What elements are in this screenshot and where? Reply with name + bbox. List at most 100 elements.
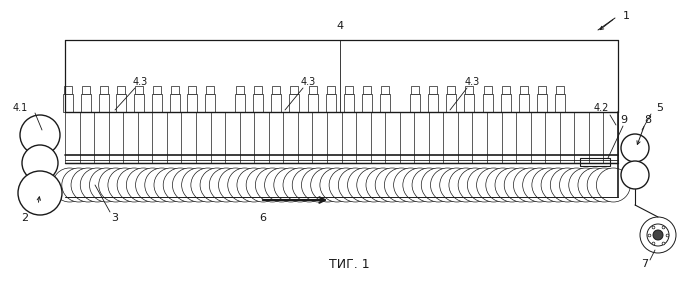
Circle shape <box>173 168 206 202</box>
Bar <box>205 94 215 112</box>
Bar <box>206 86 214 94</box>
Text: 4.1: 4.1 <box>13 103 28 113</box>
Circle shape <box>532 168 566 202</box>
Circle shape <box>329 168 363 202</box>
Text: 4.3: 4.3 <box>464 77 480 87</box>
Circle shape <box>71 168 105 202</box>
Circle shape <box>587 168 621 202</box>
Circle shape <box>559 168 593 202</box>
Bar <box>326 86 335 94</box>
Bar <box>326 94 336 112</box>
Bar <box>362 94 372 112</box>
Text: 4: 4 <box>336 21 344 31</box>
Circle shape <box>375 168 409 202</box>
Circle shape <box>569 168 603 202</box>
Bar <box>556 86 564 94</box>
Bar <box>188 86 196 94</box>
Bar <box>152 94 161 112</box>
Circle shape <box>20 115 60 155</box>
Circle shape <box>458 168 492 202</box>
Circle shape <box>274 168 308 202</box>
Bar <box>381 86 389 94</box>
Text: 4.3: 4.3 <box>301 77 316 87</box>
Circle shape <box>265 168 298 202</box>
Circle shape <box>182 168 216 202</box>
Bar <box>171 86 178 94</box>
Bar <box>254 86 262 94</box>
Text: 4.2: 4.2 <box>593 103 609 113</box>
Bar <box>410 94 420 112</box>
Circle shape <box>621 134 649 162</box>
Circle shape <box>431 168 465 202</box>
Text: 6: 6 <box>259 213 266 223</box>
Bar <box>64 86 72 94</box>
Circle shape <box>219 168 252 202</box>
Bar <box>308 94 317 112</box>
Bar <box>344 94 354 112</box>
Bar <box>447 86 455 94</box>
Circle shape <box>356 168 391 202</box>
Circle shape <box>495 168 529 202</box>
Circle shape <box>596 168 630 202</box>
Bar <box>446 94 456 112</box>
Circle shape <box>246 168 280 202</box>
Circle shape <box>310 168 345 202</box>
Bar <box>134 94 144 112</box>
Bar <box>253 94 263 112</box>
Text: 8: 8 <box>644 115 651 125</box>
Bar <box>271 94 281 112</box>
Circle shape <box>320 168 354 202</box>
Bar <box>235 94 245 112</box>
Circle shape <box>449 168 483 202</box>
Bar <box>272 86 280 94</box>
Circle shape <box>89 168 124 202</box>
Circle shape <box>136 168 170 202</box>
Circle shape <box>384 168 419 202</box>
Bar <box>555 94 565 112</box>
Bar <box>429 86 437 94</box>
Circle shape <box>99 168 133 202</box>
Circle shape <box>228 168 261 202</box>
Text: 2: 2 <box>22 213 29 223</box>
Bar <box>464 94 475 112</box>
Bar <box>363 86 371 94</box>
Circle shape <box>421 168 455 202</box>
Circle shape <box>412 168 446 202</box>
Circle shape <box>394 168 428 202</box>
Circle shape <box>366 168 400 202</box>
Text: 4.3: 4.3 <box>132 77 147 87</box>
Circle shape <box>145 168 179 202</box>
Circle shape <box>468 168 501 202</box>
Circle shape <box>237 168 271 202</box>
Circle shape <box>108 168 142 202</box>
Bar <box>580 158 610 166</box>
Circle shape <box>22 145 58 181</box>
Circle shape <box>154 168 188 202</box>
Text: 3: 3 <box>112 213 119 223</box>
Bar <box>538 86 546 94</box>
Circle shape <box>18 171 62 215</box>
Bar <box>153 86 161 94</box>
Circle shape <box>514 168 547 202</box>
Circle shape <box>477 168 510 202</box>
Circle shape <box>301 168 336 202</box>
Circle shape <box>504 168 538 202</box>
Circle shape <box>52 168 87 202</box>
Bar <box>63 94 73 112</box>
Bar <box>187 94 197 112</box>
Bar <box>484 86 491 94</box>
Bar <box>502 86 510 94</box>
Circle shape <box>200 168 234 202</box>
Circle shape <box>347 168 382 202</box>
Text: 7: 7 <box>642 259 649 269</box>
Bar <box>308 86 317 94</box>
Bar <box>289 94 299 112</box>
Text: 5: 5 <box>656 103 663 113</box>
Bar <box>99 94 108 112</box>
Circle shape <box>486 168 520 202</box>
Circle shape <box>338 168 373 202</box>
Circle shape <box>440 168 474 202</box>
Text: 9: 9 <box>621 115 628 125</box>
Bar <box>99 86 108 94</box>
Bar <box>345 86 353 94</box>
